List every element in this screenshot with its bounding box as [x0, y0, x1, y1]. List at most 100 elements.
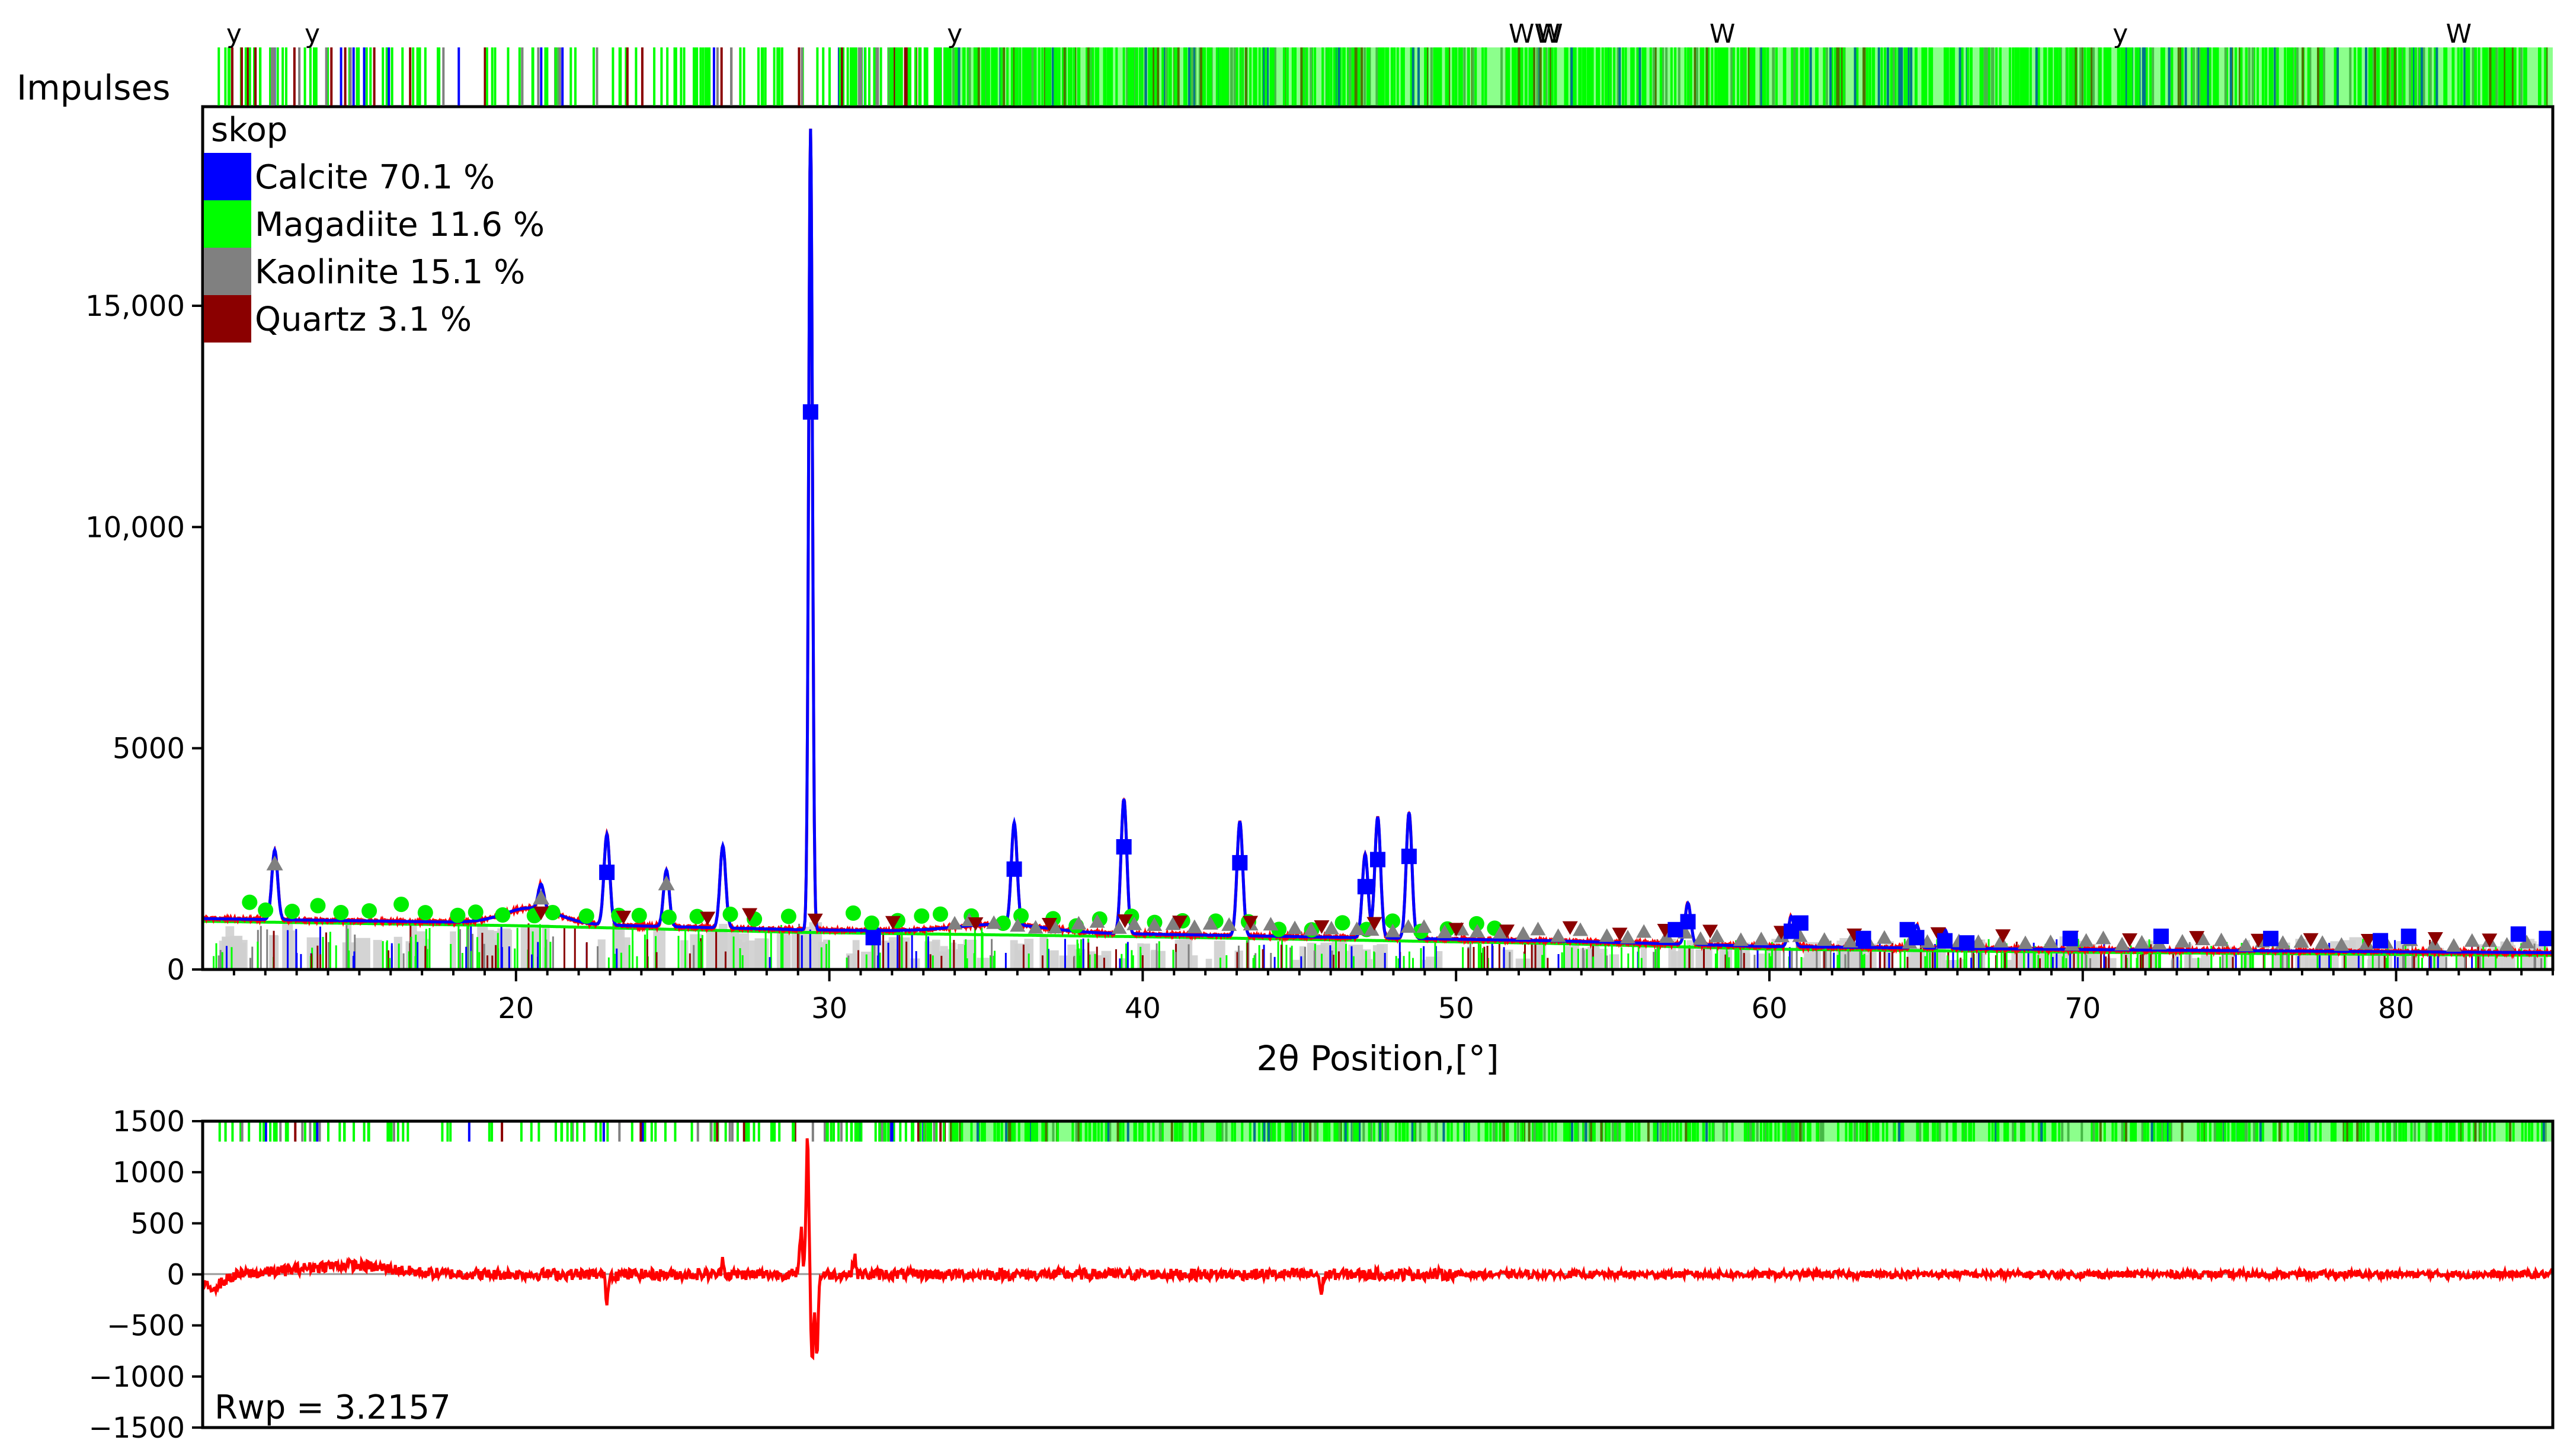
calcite-marker [1855, 930, 1871, 946]
reflection-fill-bar [1205, 958, 1212, 969]
kaolinite-marker [1842, 933, 1858, 948]
magadiite-marker [361, 903, 377, 919]
kaolinite-marker [2078, 933, 2094, 947]
kaolinite-marker [986, 915, 1002, 929]
kaolinite-marker [1126, 916, 1142, 930]
magadiite-marker [933, 906, 949, 922]
quartz-marker [2251, 933, 2267, 948]
resid-y-tick-label: 500 [130, 1207, 185, 1240]
main-plot-frame [201, 105, 2555, 971]
reflection-fill-bar [745, 940, 759, 969]
reflection-fill-bar [949, 942, 957, 969]
y-tick-label: 5000 [113, 732, 185, 766]
kaolinite-marker [1089, 914, 1105, 928]
quartz-marker [616, 910, 632, 924]
kaolinite-marker [1010, 918, 1026, 932]
calcite-marker [802, 404, 818, 420]
x-tick-label: 70 [2065, 992, 2101, 1025]
kaolinite-marker [1493, 924, 1509, 939]
legend-swatch-quartz [204, 295, 251, 343]
x-axis-title: 2θ Position,[°] [1256, 1038, 1499, 1079]
legend-entry-kaolinite: Kaolinite 15.1 % [255, 253, 525, 292]
reflection-fill-bar [957, 944, 964, 969]
kaolinite-marker [2134, 935, 2150, 949]
pattern-curves [201, 129, 2554, 960]
reflection-fill-bar [1141, 943, 1150, 969]
kaolinite-marker [1515, 926, 1531, 940]
reflection-fill-bar [2348, 958, 2357, 969]
background-curve [203, 920, 2552, 957]
main-plot: 0 5000 10,000 15,000 20 30 40 50 60 70 80 2θ Posi… [85, 105, 2555, 1079]
y-tick-label: 0 [167, 953, 185, 987]
kaolinite-marker [1263, 917, 1279, 931]
calcite-marker [1667, 921, 1683, 937]
reflection-fill-bar [2412, 950, 2419, 969]
magadiite-marker [545, 904, 561, 920]
quartz-marker [1314, 920, 1330, 934]
kaolinite-marker [2293, 934, 2309, 948]
legend-entry-quartz: Quartz 3.1 % [255, 300, 472, 339]
kaolinite-marker [1620, 930, 1636, 944]
quartz-marker [1366, 917, 1382, 931]
reflection-fill-bar [1088, 951, 1096, 969]
reflection-fill-bar [2190, 958, 2202, 969]
kaolinite-marker [1416, 919, 1432, 933]
kaolinite-marker [2114, 936, 2130, 951]
residual-y-ticks: 1500 1000 500 0 −500 −1000 −1500 [89, 1105, 203, 1445]
magadiite-marker [661, 909, 677, 925]
calcite-marker [1232, 855, 1248, 871]
x-tick-label: 60 [1751, 992, 1787, 1025]
reflection-fill-bar [680, 940, 689, 969]
quartz-marker [2122, 933, 2138, 948]
kaolinite-marker [1659, 929, 1675, 943]
magadiite-marker [417, 905, 433, 921]
kaolinite-marker [2238, 937, 2254, 952]
kaolinite-marker [1165, 916, 1181, 930]
reflection-fill-bar [731, 932, 740, 969]
magadiite-marker [914, 908, 930, 924]
kaolinite-marker [1071, 916, 1087, 930]
difference-line [201, 1138, 2553, 1361]
calcite-marker [1401, 849, 1417, 865]
y-tick-label: 15,000 [85, 290, 185, 323]
calcite-marker [1006, 861, 1022, 877]
top-marker: WW [1509, 19, 1560, 49]
quartz-marker [533, 906, 549, 920]
x-tick-label: 40 [1125, 992, 1161, 1025]
legend: skop Calcite 70.1 % Magadiite 11.6 % Kaoli… [204, 111, 545, 343]
legend-entry-calcite: Calcite 70.1 % [255, 158, 495, 197]
legend-entry-magadiite: Magadiite 11.6 % [255, 206, 545, 244]
impulses-label: Impulses [17, 68, 170, 108]
kaolinite-marker [1323, 920, 1339, 935]
kaolinite-marker [1816, 932, 1832, 946]
calcite-marker [1793, 915, 1809, 931]
reflection-fill-bar [1299, 946, 1306, 969]
x-tick-label: 80 [2378, 992, 2414, 1025]
kaolinite-marker [1147, 917, 1163, 932]
quartz-marker [1499, 924, 1515, 939]
y-tick-label: 10,000 [85, 511, 185, 544]
calcite-marker [2153, 929, 2169, 944]
reflection-fill-bar [235, 943, 246, 969]
kaolinite-marker [1221, 917, 1237, 931]
magadiite-marker [310, 898, 326, 914]
kaolinite-marker [2275, 935, 2291, 949]
kaolinite-marker [1437, 924, 1453, 939]
rwp-annotation: Rwp = 3.2157 [215, 1388, 451, 1427]
reflection-fill-bar [1515, 958, 1531, 969]
kaolinite-marker [1573, 922, 1589, 936]
magadiite-marker [450, 907, 466, 923]
x-tick-label: 30 [811, 992, 847, 1025]
x-tick-label: 20 [498, 992, 534, 1025]
reflection-fill-bar [1671, 951, 1682, 969]
kaolinite-marker [1709, 929, 1725, 943]
kaolinite-marker [1303, 921, 1319, 936]
reflection-fill-bar [415, 931, 426, 969]
kaolinite-marker [2043, 935, 2059, 949]
kaolinite-marker [2446, 937, 2462, 952]
reflection-lines [213, 923, 2546, 969]
kaolinite-marker [947, 916, 963, 930]
magadiite-marker [242, 894, 258, 910]
calcite-marker [2510, 926, 2526, 942]
